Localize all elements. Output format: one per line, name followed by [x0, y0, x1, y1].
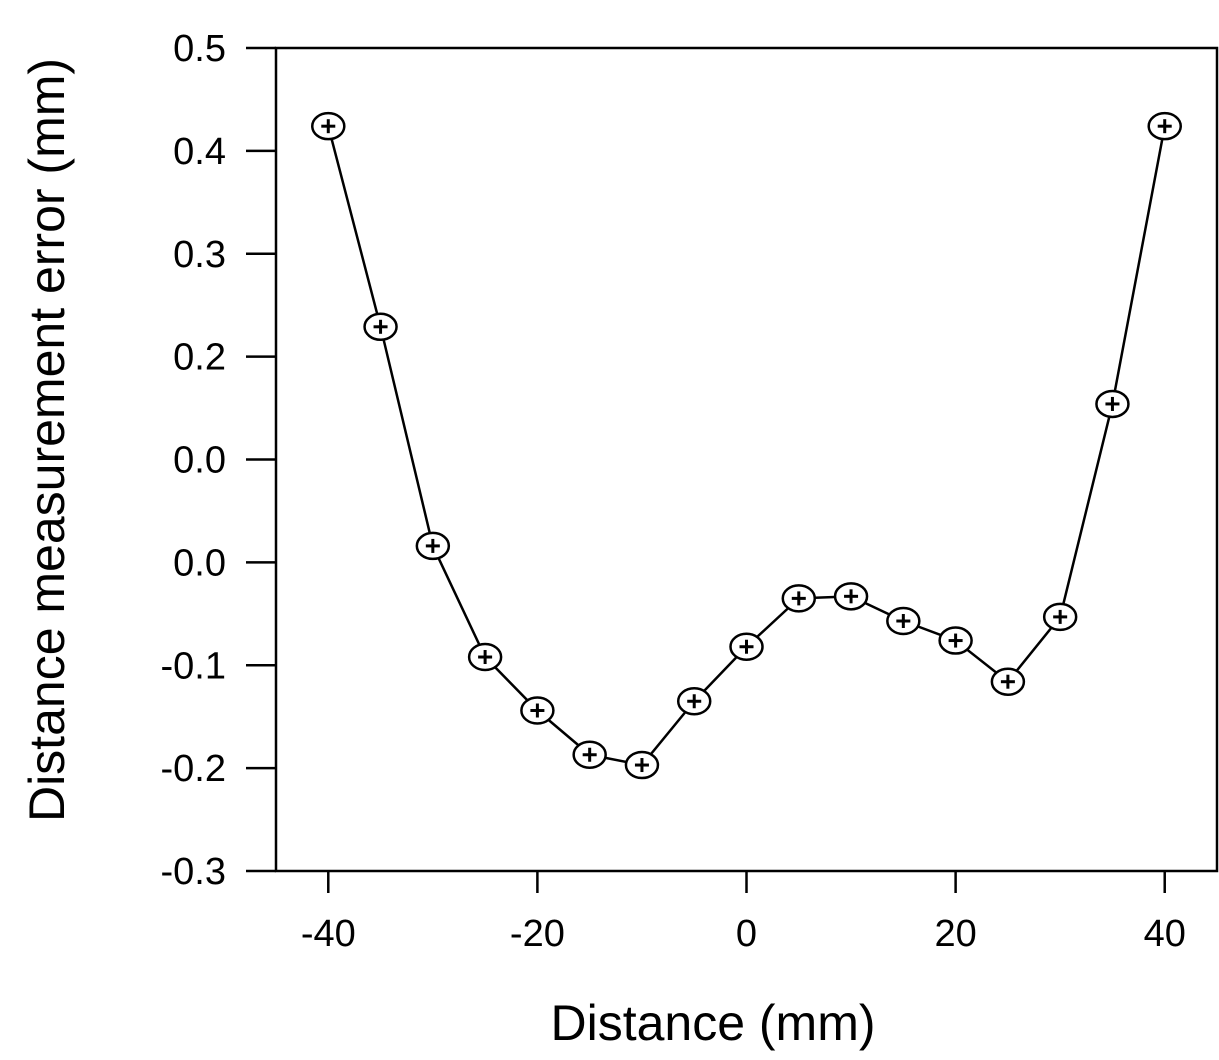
x-tick-label: 40 [1144, 913, 1186, 955]
data-point [833, 582, 869, 611]
y-axis-label: Distance measurement error (mm) [19, 58, 75, 822]
data-point [781, 584, 817, 613]
tick-labels: -40 -20 0 20 40 0.5 0.4 0.3 0.2 0.0 0.0 -0.1 -0.2 -0.… [161, 28, 1186, 955]
y-tick-label: 0.0 [173, 440, 226, 482]
data-point [1095, 389, 1130, 419]
y-tick-label: 0.4 [173, 131, 226, 173]
data-point [520, 696, 555, 725]
y-tick-label: -0.2 [161, 748, 226, 790]
x-tick-label: -40 [301, 913, 356, 955]
data-point [729, 632, 764, 661]
y-tick-label: 0.2 [173, 337, 226, 379]
y-tick-label: 0.5 [173, 28, 226, 70]
series-line [327, 125, 1166, 767]
data-point [676, 687, 712, 716]
x-tick-label: 0 [736, 913, 757, 955]
data-point [624, 750, 660, 780]
x-tick-label: -20 [510, 913, 565, 955]
data-point [1042, 602, 1078, 632]
data-point [1147, 111, 1182, 141]
data-point [938, 626, 973, 655]
data-point [467, 642, 503, 672]
data-point [363, 312, 398, 342]
y-tick-label: 0.3 [173, 234, 226, 276]
y-tick-label: 0.0 [173, 542, 226, 584]
data-point [990, 667, 1026, 696]
y-tick-label: -0.1 [161, 645, 226, 687]
data-point [311, 111, 346, 141]
x-tick-label: 20 [934, 913, 976, 955]
data-series [311, 111, 1182, 780]
data-point [572, 740, 607, 770]
data-point [886, 606, 921, 636]
y-tick-label: -0.3 [161, 851, 226, 893]
data-point [415, 531, 451, 561]
x-axis-label: Distance (mm) [550, 995, 875, 1051]
axis-ticks [246, 46, 1166, 893]
plot-frame [274, 46, 1219, 873]
